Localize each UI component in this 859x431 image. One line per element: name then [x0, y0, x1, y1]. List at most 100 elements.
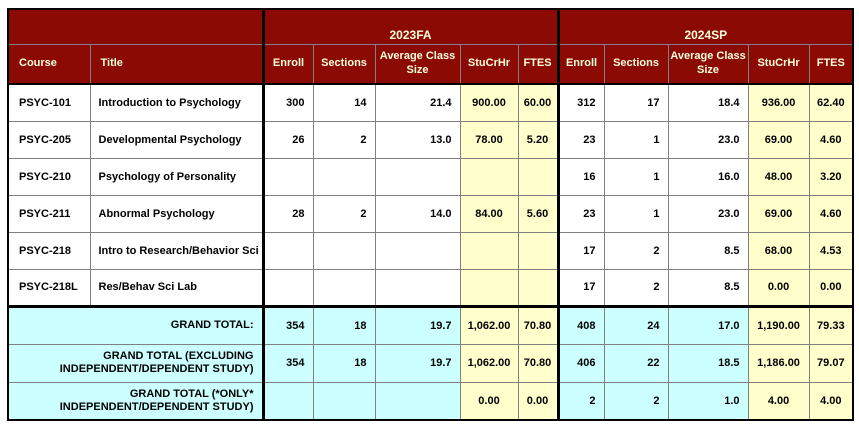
semester-band-2023fa: 2023FA: [261, 8, 559, 45]
sections-cell-2024sp: 17: [603, 83, 669, 122]
avg-class-size-cell-2024sp: 8.5: [667, 231, 749, 270]
column-header-row: Course Title Enroll Sections Average Cla…: [7, 43, 854, 85]
stucrhr-cell-2024sp: 0.00: [747, 268, 810, 307]
course-cell: PSYC-211: [7, 194, 91, 233]
stucrhr-cell-2023fa: 84.00: [459, 194, 519, 233]
total-avg-class-size-2023fa: [374, 381, 461, 421]
total-stucrhr-2024sp: 4.00: [747, 381, 810, 421]
col-header-stucrhr-2024sp: StuCrHr: [747, 43, 810, 85]
total-ftes-2023fa: 70.80: [517, 343, 559, 383]
avg-class-size-cell-2024sp: 16.0: [667, 157, 749, 196]
total-sections-2023fa: 18: [312, 304, 376, 345]
stucrhr-cell-2024sp: 936.00: [747, 83, 810, 122]
col-header-stucrhr-2023fa: StuCrHr: [459, 43, 519, 85]
enroll-cell-2023fa: 26: [261, 120, 314, 159]
enroll-cell-2023fa: 300: [261, 83, 314, 122]
course-cell: PSYC-101: [7, 83, 91, 122]
sections-cell-2023fa: [312, 268, 376, 307]
total-avg-class-size-2024sp: 1.0: [667, 381, 749, 421]
sections-cell-2023fa: 2: [312, 120, 376, 159]
total-enroll-2024sp: 406: [556, 343, 605, 383]
total-sections-2024sp: 2: [603, 381, 669, 421]
total-ftes-2024sp: 4.00: [808, 381, 854, 421]
total-sections-2023fa: [312, 381, 376, 421]
total-sections-2024sp: 24: [603, 304, 669, 345]
course-cell: PSYC-205: [7, 120, 91, 159]
total-stucrhr-2024sp: 1,186.00: [747, 343, 810, 383]
course-row-psyc-218: PSYC-218 Intro to Research/Behavior Sci …: [7, 231, 854, 270]
total-avg-class-size-2023fa: 19.7: [374, 343, 461, 383]
enroll-cell-2023fa: 28: [261, 194, 314, 233]
course-row-psyc-101: PSYC-101 Introduction to Psychology 300 …: [7, 83, 854, 122]
total-sections-2024sp: 22: [603, 343, 669, 383]
avg-class-size-cell-2024sp: 18.4: [667, 83, 749, 122]
sections-cell-2023fa: 2: [312, 194, 376, 233]
enroll-cell-2024sp: 17: [556, 268, 605, 307]
total-enroll-2024sp: 408: [556, 304, 605, 345]
col-header-sections-2024sp: Sections: [603, 43, 669, 85]
stucrhr-cell-2023fa: [459, 157, 519, 196]
total-enroll-2024sp: 2: [556, 381, 605, 421]
stucrhr-cell-2023fa: [459, 268, 519, 307]
total-avg-class-size-2023fa: 19.7: [374, 304, 461, 345]
total-stucrhr-2023fa: 1,062.00: [459, 304, 519, 345]
enroll-cell-2023fa: [261, 268, 314, 307]
semester-band-2024sp: 2024SP: [556, 8, 854, 45]
course-cell: PSYC-218L: [7, 268, 91, 307]
ftes-cell-2024sp: 4.53: [808, 231, 854, 270]
course-row-psyc-211: PSYC-211 Abnormal Psychology 28 2 14.0 8…: [7, 194, 854, 233]
course-cell: PSYC-210: [7, 157, 91, 196]
enroll-cell-2024sp: 16: [556, 157, 605, 196]
stucrhr-cell-2023fa: 900.00: [459, 83, 519, 122]
title-cell: Developmental Psychology: [89, 120, 264, 159]
enrollment-report-table: 2023FA 2024SP Course Title Enroll Sectio…: [7, 8, 855, 421]
stucrhr-cell-2023fa: [459, 231, 519, 270]
total-enroll-2023fa: 354: [261, 343, 314, 383]
grand-total-only-label: GRAND TOTAL (*ONLY* INDEPENDENT/DEPENDEN…: [7, 381, 264, 421]
total-enroll-2023fa: [261, 381, 314, 421]
col-header-avg-class-size-2024sp: Average Class Size: [667, 43, 749, 85]
total-stucrhr-2023fa: 1,062.00: [459, 343, 519, 383]
stucrhr-cell-2024sp: 48.00: [747, 157, 810, 196]
ftes-cell-2024sp: 4.60: [808, 120, 854, 159]
grand-total-label: GRAND TOTAL:: [7, 304, 264, 345]
semester-band-row: 2023FA 2024SP: [7, 8, 854, 45]
stucrhr-cell-2024sp: 69.00: [747, 194, 810, 233]
ftes-cell-2023fa: [517, 157, 559, 196]
sections-cell-2023fa: [312, 157, 376, 196]
enroll-cell-2024sp: 23: [556, 194, 605, 233]
col-header-avg-class-size-2023fa: Average Class Size: [374, 43, 461, 85]
total-ftes-2023fa: 70.80: [517, 304, 559, 345]
col-header-ftes-2023fa: FTES: [517, 43, 559, 85]
enroll-cell-2023fa: [261, 231, 314, 270]
ftes-cell-2023fa: 5.60: [517, 194, 559, 233]
sections-cell-2023fa: [312, 231, 376, 270]
avg-class-size-cell-2023fa: [374, 231, 461, 270]
col-header-enroll-2023fa: Enroll: [261, 43, 314, 85]
total-ftes-2023fa: 0.00: [517, 381, 559, 421]
ftes-cell-2023fa: [517, 231, 559, 270]
total-stucrhr-2024sp: 1,190.00: [747, 304, 810, 345]
grand-total-row: GRAND TOTAL: 354 18 19.7 1,062.00 70.80 …: [7, 304, 854, 345]
title-cell: Psychology of Personality: [89, 157, 264, 196]
ftes-cell-2024sp: 0.00: [808, 268, 854, 307]
total-enroll-2023fa: 354: [261, 304, 314, 345]
title-cell: Introduction to Psychology: [89, 83, 264, 122]
ftes-cell-2023fa: [517, 268, 559, 307]
avg-class-size-cell-2023fa: [374, 157, 461, 196]
course-row-psyc-205: PSYC-205 Developmental Psychology 26 2 1…: [7, 120, 854, 159]
col-header-course: Course: [7, 43, 91, 85]
total-stucrhr-2023fa: 0.00: [459, 381, 519, 421]
title-cell: Intro to Research/Behavior Sci: [89, 231, 264, 270]
title-cell: Res/Behav Sci Lab: [89, 268, 264, 307]
avg-class-size-cell-2024sp: 8.5: [667, 268, 749, 307]
sections-cell-2024sp: 1: [603, 120, 669, 159]
avg-class-size-cell-2023fa: [374, 268, 461, 307]
total-ftes-2024sp: 79.33: [808, 304, 854, 345]
col-header-ftes-2024sp: FTES: [808, 43, 854, 85]
stucrhr-cell-2023fa: 78.00: [459, 120, 519, 159]
enroll-cell-2024sp: 17: [556, 231, 605, 270]
total-avg-class-size-2024sp: 18.5: [667, 343, 749, 383]
avg-class-size-cell-2023fa: 14.0: [374, 194, 461, 233]
